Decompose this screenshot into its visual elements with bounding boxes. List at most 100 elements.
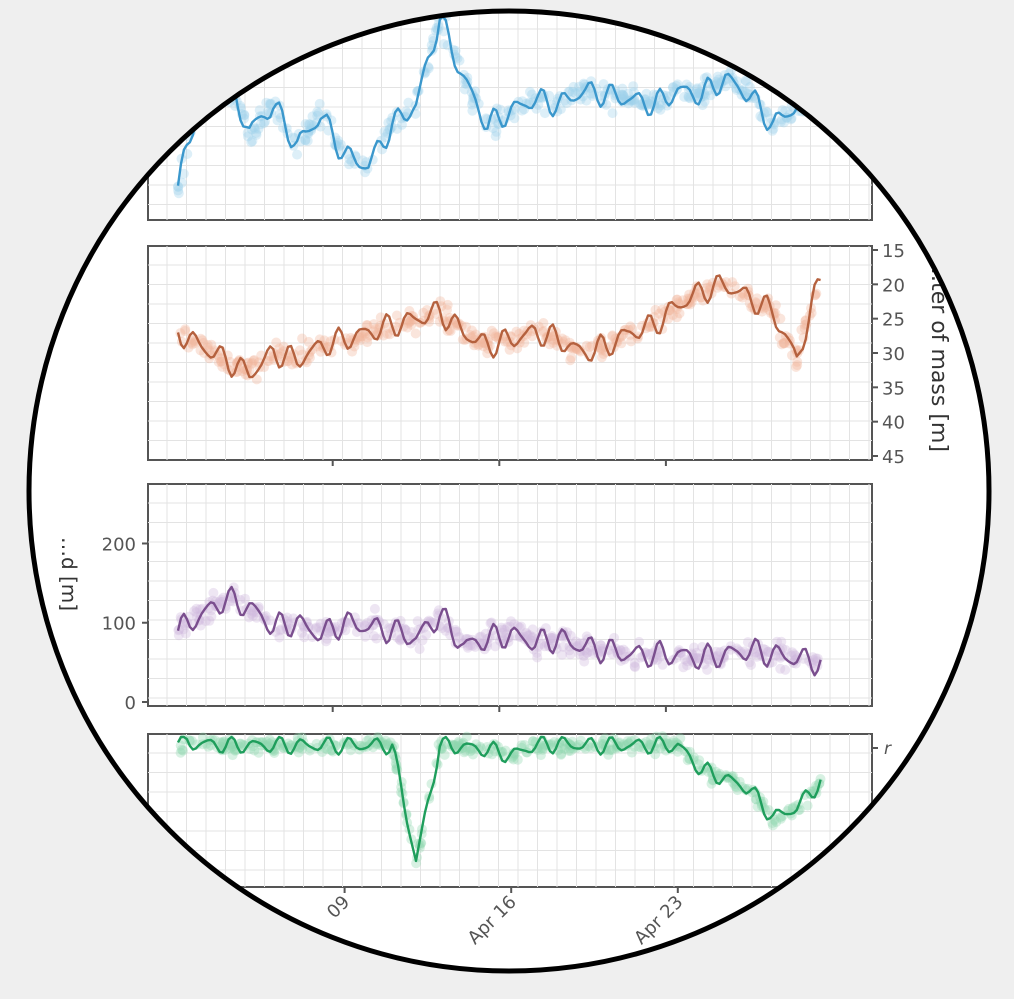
data-point [454, 631, 465, 642]
data-point [251, 128, 262, 138]
data-point [392, 123, 403, 134]
y-tick-label: 30 [882, 344, 905, 365]
data-point [497, 627, 508, 638]
data-point [255, 119, 266, 130]
data-point [240, 593, 250, 604]
data-point [798, 94, 809, 104]
data-point [491, 126, 502, 137]
data-point [203, 71, 214, 82]
data-point [461, 321, 471, 332]
data-point [203, 64, 214, 75]
data-point [206, 70, 217, 81]
data-point [711, 76, 722, 87]
data-point [214, 596, 225, 607]
data-point [623, 88, 634, 99]
data-point [237, 366, 248, 377]
data-point [451, 626, 462, 637]
data-point [272, 115, 283, 126]
data-point [692, 84, 702, 95]
data-point [525, 86, 535, 97]
data-point [216, 594, 227, 605]
data-point [370, 323, 381, 334]
data-point [198, 732, 208, 743]
data-point [502, 622, 513, 633]
data-point [180, 324, 191, 335]
data-point [633, 741, 644, 752]
data-point [595, 640, 606, 651]
data-point [396, 119, 407, 130]
data-point [801, 98, 811, 109]
data-point [438, 26, 449, 37]
data-point [440, 625, 451, 636]
data-point [652, 654, 663, 665]
data-point [249, 745, 260, 756]
data-point [453, 736, 464, 747]
data-point [809, 101, 820, 112]
data-point [702, 279, 713, 290]
data-point [739, 646, 750, 657]
data-point [380, 735, 391, 746]
data-point [532, 743, 543, 754]
data-point [569, 343, 580, 354]
data-point [247, 610, 258, 621]
data-point [457, 738, 467, 749]
data-point [322, 633, 332, 644]
data-point [175, 747, 186, 758]
data-point [285, 740, 296, 751]
data-point [356, 331, 367, 342]
data-point [811, 101, 822, 112]
data-point [271, 337, 282, 348]
y-tick-label: 200 [102, 534, 136, 555]
data-point [506, 616, 516, 627]
data-point [559, 743, 570, 754]
data-point [627, 95, 638, 106]
data-point [322, 744, 333, 755]
data-point [558, 337, 569, 348]
data-point [251, 374, 262, 385]
data-point [368, 319, 379, 330]
data-point [762, 646, 773, 657]
data-point [625, 321, 636, 332]
data-point [304, 119, 315, 130]
data-point [712, 282, 723, 293]
data-point [362, 337, 373, 348]
data-point [618, 91, 629, 101]
data-point [527, 89, 537, 100]
data-point [538, 318, 549, 328]
data-point [684, 82, 695, 92]
data-point [302, 135, 313, 146]
data-point [216, 356, 227, 367]
data-point [466, 325, 477, 336]
data-point [182, 149, 193, 159]
data-point [678, 295, 688, 306]
data-point [810, 653, 821, 664]
data-point [467, 640, 478, 651]
data-point [437, 623, 448, 634]
data-point [421, 629, 432, 640]
data-point [604, 745, 615, 756]
data-point [414, 644, 425, 655]
data-point [702, 282, 712, 293]
data-point [667, 310, 678, 321]
data-point [793, 805, 804, 816]
series-line [176, 585, 822, 677]
data-point [565, 743, 576, 754]
magnifier-circle-border [26, 8, 992, 974]
data-point [607, 330, 618, 341]
data-point [173, 182, 184, 192]
data-point [519, 337, 530, 348]
data-point [208, 79, 219, 90]
data-point [763, 805, 774, 815]
data-point [491, 103, 502, 114]
data-point [780, 106, 791, 116]
data-point [630, 662, 640, 673]
data-point [228, 582, 239, 593]
data-point [801, 94, 812, 105]
data-point [611, 743, 622, 754]
data-point [458, 737, 469, 748]
data-point [500, 745, 511, 756]
data-point [692, 83, 703, 94]
data-point [245, 605, 256, 616]
data-point [607, 648, 618, 659]
data-point [208, 587, 219, 598]
